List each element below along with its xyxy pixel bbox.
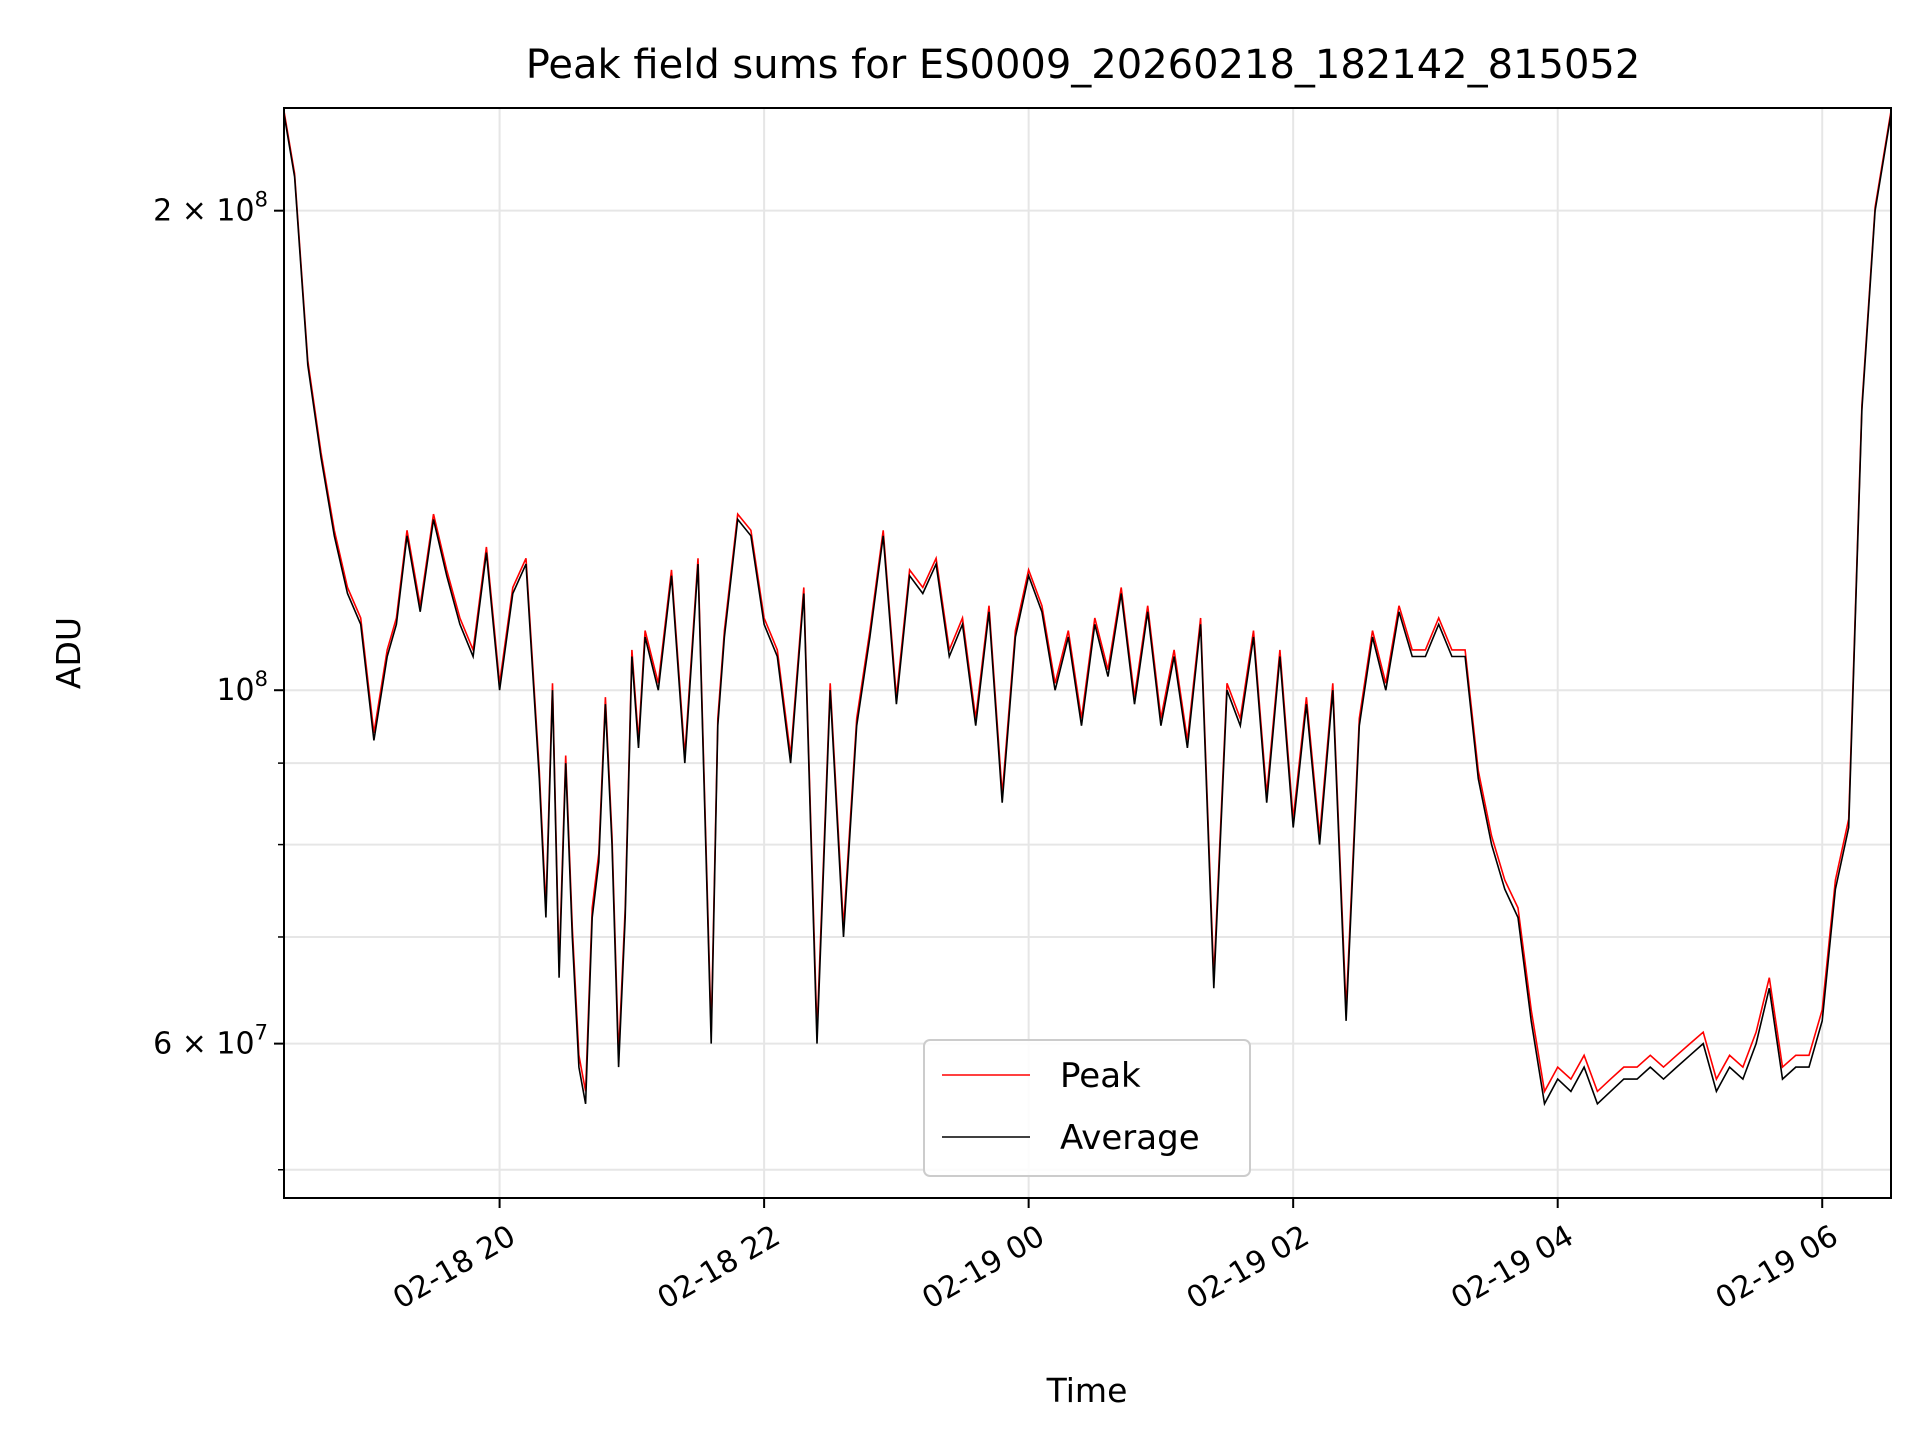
y-tick-base: 6 × 10 [153, 1027, 254, 1062]
y-tick-exponent: 8 [255, 188, 268, 212]
chart-title: Peak field sums for ES0009_20260218_1821… [526, 42, 1641, 88]
legend-box [923, 1039, 1251, 1177]
y-tick-label: 6 × 107 [153, 1021, 268, 1062]
y-tick-base: 10 [216, 673, 254, 708]
legend: Peak Average [923, 1039, 1251, 1177]
y-axis-title: ADU [49, 617, 88, 689]
plot-series [283, 110, 1892, 1107]
y-tick-base: 2 × 10 [153, 194, 254, 229]
y-tick-exponent: 7 [255, 1021, 268, 1045]
x-axis-title: Time [1046, 1371, 1128, 1410]
legend-label-peak: Peak [1060, 1056, 1141, 1096]
plot-frame [283, 107, 1892, 1199]
y-tick-label: 108 [216, 667, 268, 708]
y-tick-label: 2 × 108 [153, 188, 268, 229]
legend-label-average: Average [1060, 1118, 1200, 1158]
y-tick-exponent: 8 [255, 667, 268, 691]
average-series-line [283, 113, 1892, 1107]
